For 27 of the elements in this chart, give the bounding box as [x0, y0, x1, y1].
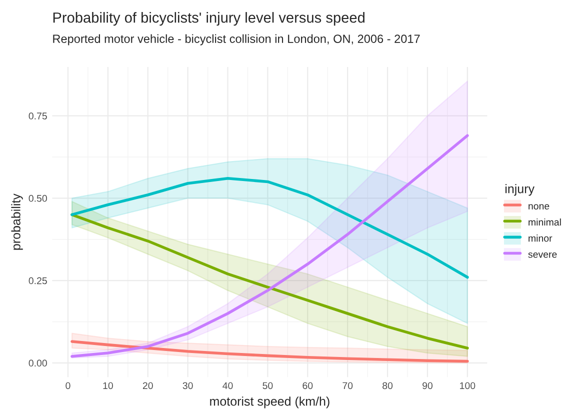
line-series	[70, 177, 469, 279]
legend-label: minor	[528, 234, 552, 242]
y-tick-label: 0.00	[28, 360, 47, 367]
chart-subtitle: Reported motor vehicle - bicyclist collision in London, ON, 2006 - 2017	[53, 34, 420, 46]
y-tick-label: 0.25	[28, 277, 47, 284]
y-tick-label: 0.50	[28, 194, 47, 202]
x-tick-label: 50	[262, 382, 273, 390]
x-axis-title: motorist speed (km/h)	[210, 396, 330, 408]
line-series	[70, 134, 469, 358]
x-tick-label: 30	[182, 382, 193, 390]
x-tick-label: 20	[142, 382, 153, 390]
legend-label: severe	[528, 252, 557, 258]
x-tick-label: 40	[222, 382, 233, 390]
x-tick-label: 80	[382, 382, 393, 390]
x-tick-label: 70	[342, 382, 353, 390]
x-tick-label: 0	[66, 382, 70, 390]
x-tick-label: 90	[422, 382, 433, 390]
legend-title: injury	[505, 184, 534, 196]
legend-label: none	[528, 204, 550, 210]
chart-title: Probability of bicyclists' injury level versus speed	[53, 12, 364, 26]
legend-label: minimal	[528, 218, 561, 226]
x-tick-label: 10	[103, 382, 113, 390]
x-tick-label: 60	[302, 382, 313, 390]
x-tick-label: 100	[460, 382, 476, 390]
y-axis-title: probability	[11, 194, 23, 250]
y-tick-label: 0.75	[28, 112, 47, 120]
line-series	[70, 340, 469, 363]
